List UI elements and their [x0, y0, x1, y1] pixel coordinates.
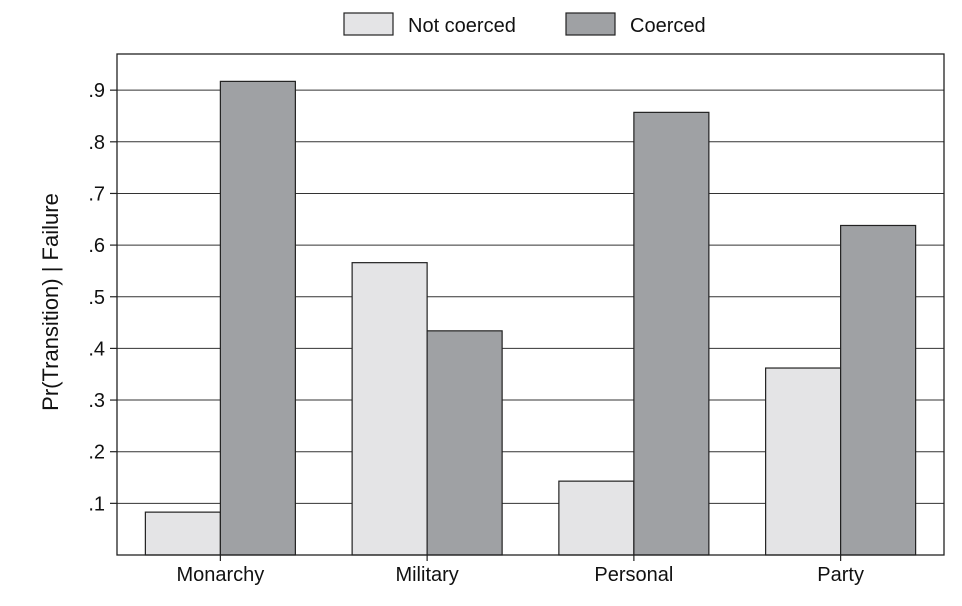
bar-military-not-coerced: [351, 262, 428, 556]
x-axis: Monarchy Military Personal Party: [176, 555, 864, 586]
y-tick-label: .3: [88, 390, 105, 412]
legend-swatch-coerced: [565, 12, 616, 36]
bar-party-coerced: [840, 224, 917, 556]
x-tick-label: Military: [395, 564, 458, 586]
x-tick-label: Party: [817, 564, 864, 586]
y-axis-label: Pr(Transition) | Failure: [38, 193, 63, 411]
bar-personal-not-coerced: [558, 480, 635, 556]
y-tick-label: .4: [88, 338, 105, 360]
y-tick-label: .8: [88, 132, 105, 154]
y-tick-label: .1: [88, 493, 105, 515]
legend-swatch-not-coerced: [343, 12, 394, 36]
legend-label-not-coerced: Not coerced: [408, 15, 516, 37]
plot-frame: [116, 53, 945, 556]
bar-military-coerced: [426, 330, 503, 556]
y-tick-label: .5: [88, 287, 105, 309]
y-axis: .1 .2 .3 .4 .5 .6 .7 .8 .9: [88, 80, 117, 515]
bar-monarchy-not-coerced: [144, 511, 221, 556]
y-tick-label: .7: [88, 183, 105, 205]
x-tick-label: Monarchy: [176, 564, 264, 586]
x-tick-label: Personal: [594, 564, 673, 586]
bar-monarchy-coerced: [219, 80, 296, 556]
legend: Not coerced Coerced: [343, 12, 706, 37]
y-tick-label: .9: [88, 80, 105, 102]
bar-party-not-coerced: [765, 367, 842, 556]
legend-label-coerced: Coerced: [630, 15, 706, 37]
y-tick-label: .6: [88, 235, 105, 257]
bars: [144, 80, 917, 556]
y-tick-label: .2: [88, 442, 105, 464]
bar-personal-coerced: [633, 111, 710, 556]
